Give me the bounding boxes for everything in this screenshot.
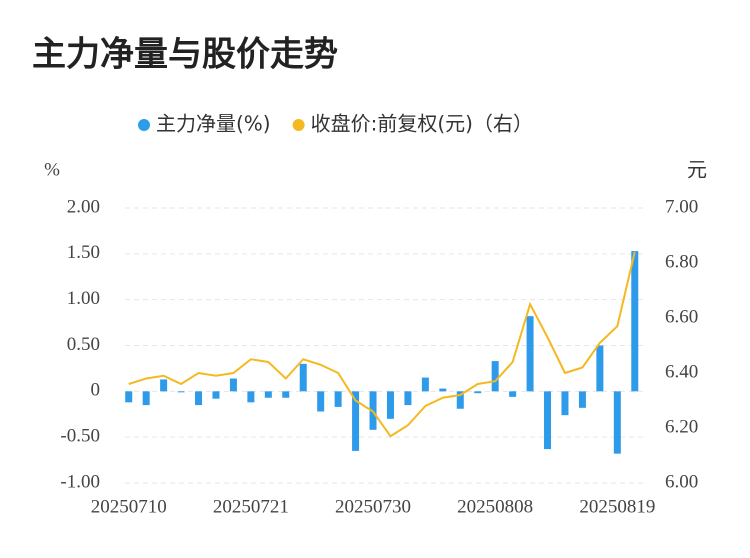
y2-tick-label: 6.00 xyxy=(665,471,698,492)
x-tick-label: 20250710 xyxy=(91,496,167,517)
bar xyxy=(631,251,639,392)
bar xyxy=(195,391,203,406)
chart-title: 主力净量与股价走势 xyxy=(32,35,338,75)
y-tick-label: 2.00 xyxy=(67,196,100,217)
y2-tick-label: 7.00 xyxy=(665,196,698,217)
y2-tick-label: 6.60 xyxy=(665,306,698,327)
bar xyxy=(229,378,237,392)
bar xyxy=(177,391,185,393)
y2-axis-label: 元 xyxy=(687,158,707,182)
bar xyxy=(352,391,360,451)
bar xyxy=(474,391,482,394)
bar xyxy=(613,391,621,454)
bar xyxy=(561,391,569,416)
y2-tick-label: 6.40 xyxy=(665,361,698,382)
bar xyxy=(544,391,552,450)
bar xyxy=(386,391,394,419)
y-tick-label: 1.00 xyxy=(67,288,100,309)
legend-label: 收盘价:前复权(元)（右） xyxy=(311,112,533,136)
bar xyxy=(212,391,220,399)
y-tick-label: 0.50 xyxy=(67,334,100,355)
x-tick-label: 20250808 xyxy=(457,496,533,517)
bar xyxy=(421,377,429,392)
bar xyxy=(282,391,290,398)
bar xyxy=(247,391,255,403)
y-tick-label: 1.50 xyxy=(67,242,100,263)
bar xyxy=(509,391,517,397)
bar xyxy=(439,388,447,392)
legend-marker xyxy=(292,119,305,131)
bar xyxy=(491,361,499,392)
y-tick-label: -0.50 xyxy=(60,426,100,447)
y-tick-label: -1.00 xyxy=(60,471,100,492)
legend-marker xyxy=(138,119,150,131)
legend-label: 主力净量(%) xyxy=(156,112,271,136)
x-tick-label: 20250730 xyxy=(335,496,411,517)
bar xyxy=(299,363,307,392)
x-tick-label: 20250721 xyxy=(213,496,289,517)
y2-tick-label: 6.20 xyxy=(665,416,698,437)
y-tick-label: 0 xyxy=(91,380,101,401)
x-tick-label: 20250819 xyxy=(579,496,655,517)
bar xyxy=(526,316,534,392)
bar xyxy=(404,391,412,406)
bar xyxy=(596,345,604,392)
bar xyxy=(456,391,464,409)
price-line xyxy=(128,251,636,438)
bar xyxy=(334,391,342,407)
bar xyxy=(317,391,325,412)
bar xyxy=(160,379,168,392)
y-axis-label: % xyxy=(44,159,60,180)
bar xyxy=(264,391,272,398)
bar xyxy=(142,391,150,406)
bar xyxy=(125,391,133,403)
y2-tick-label: 6.80 xyxy=(665,251,698,272)
bar xyxy=(578,391,586,408)
